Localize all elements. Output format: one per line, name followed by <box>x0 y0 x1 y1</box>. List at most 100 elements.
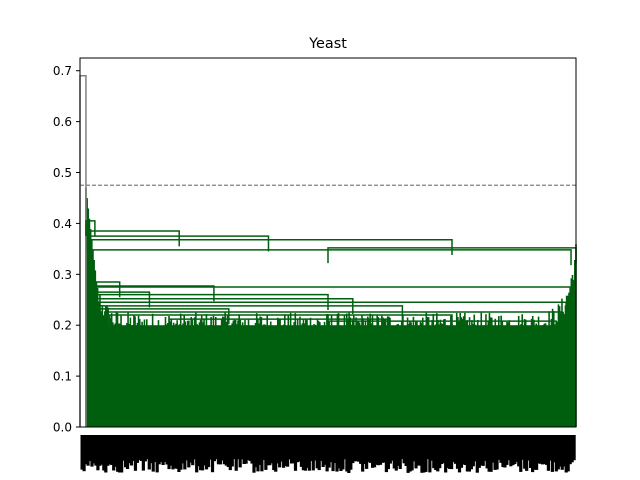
x-tick-mark <box>284 435 288 466</box>
x-tick-mark <box>487 435 491 472</box>
x-tick-mark <box>347 435 351 473</box>
merge-links <box>79 75 577 427</box>
x-tick-mark <box>266 435 270 466</box>
x-tick-mark <box>110 435 114 465</box>
x-tick-mark <box>317 435 321 471</box>
x-tick-mark <box>550 435 554 472</box>
x-tick-mark <box>479 435 483 466</box>
x-tick-mark <box>175 435 179 469</box>
x-tick-mark <box>197 435 201 467</box>
merge-link <box>94 301 567 318</box>
x-tick-mark <box>108 435 112 465</box>
x-tick-mark <box>216 435 221 465</box>
x-tick-mark <box>548 435 552 461</box>
x-tick-mark <box>289 435 294 464</box>
x-tick-mark <box>534 435 539 470</box>
x-tick-mark <box>145 435 149 460</box>
y-tick-label: 0.4 <box>53 217 72 231</box>
x-tick-mark <box>98 435 102 466</box>
axes-frame <box>79 57 577 428</box>
x-tick-mark <box>525 435 529 471</box>
merge-link <box>79 75 87 427</box>
x-tick-mark <box>363 435 367 464</box>
x-tick-mark <box>92 435 96 464</box>
x-tick-mark <box>242 435 246 464</box>
x-tick-mark <box>430 435 434 461</box>
x-tick-mark <box>341 435 345 470</box>
x-tick-mark <box>455 435 460 469</box>
x-tick-mark <box>436 435 440 472</box>
x-tick-mark <box>554 435 558 472</box>
x-tick-mark <box>556 435 560 470</box>
x-tick-mark <box>236 435 240 460</box>
x-tick-mark <box>442 435 446 464</box>
x-tick-mark <box>572 435 576 461</box>
x-tick-mark <box>106 435 110 466</box>
x-tick-mark <box>544 435 549 465</box>
x-tick-mark <box>420 435 424 473</box>
x-tick-mark <box>513 435 517 465</box>
x-tick-mark <box>515 435 519 462</box>
y-tick-label: 0.0 <box>53 421 72 435</box>
x-tick-mark <box>552 435 556 463</box>
x-tick-mark <box>333 435 337 463</box>
x-tick-mark <box>323 435 327 465</box>
x-tick-mark <box>408 435 412 472</box>
x-tick-mark <box>519 435 523 472</box>
x-tick-mark <box>297 435 302 462</box>
x-tick-mark <box>165 435 169 465</box>
x-tick-mark <box>511 435 515 466</box>
x-tick-mark <box>463 435 468 465</box>
x-tick-mark <box>90 435 94 467</box>
x-tick-mark <box>272 435 276 471</box>
merge-link <box>109 314 453 326</box>
merge-link <box>446 325 557 330</box>
x-tick-mark <box>234 435 238 471</box>
axes: 0.0 0.1 0.2 0.3 0.4 0.5 0.6 0.7 <box>53 57 577 473</box>
x-tick-mark <box>527 435 531 461</box>
x-tick-mark <box>232 435 236 460</box>
x-tick-mark <box>355 435 359 462</box>
x-tick-mark <box>446 435 450 468</box>
x-tick-mark <box>228 435 232 471</box>
x-tick-mark <box>367 435 371 463</box>
x-tick-mark <box>159 435 163 463</box>
x-tick-mark <box>382 435 387 463</box>
x-tick-mark <box>179 435 183 470</box>
x-tick-mark <box>204 435 209 470</box>
x-tick-mark <box>238 435 242 468</box>
x-tick-mark <box>214 435 219 460</box>
x-tick-mark <box>444 435 448 473</box>
x-tick-mark <box>177 435 181 472</box>
x-tick-mark <box>291 435 296 464</box>
x-tick-mark <box>414 435 418 469</box>
x-tick-mark <box>293 435 298 471</box>
x-tick-mark <box>313 435 317 461</box>
x-tick-mark <box>404 435 408 466</box>
x-tick-mark <box>378 435 383 465</box>
x-tick-mark <box>203 435 207 466</box>
x-tick-mark <box>349 435 353 470</box>
x-tick-mark <box>112 435 116 471</box>
x-tick-mark <box>402 435 406 464</box>
x-tick-mark <box>141 435 145 471</box>
x-tick-mark <box>315 435 319 469</box>
x-tick-mark <box>416 435 420 466</box>
x-tick-mark <box>86 435 90 466</box>
x-tick-mark <box>495 435 499 470</box>
x-tick-mark <box>149 435 153 464</box>
x-tick-mark <box>147 435 151 470</box>
y-tick-label: 0.7 <box>53 64 72 78</box>
x-tick-mark <box>161 435 165 465</box>
x-tick-mark <box>353 435 357 462</box>
x-tick-mark <box>120 435 124 473</box>
x-tick-mark <box>529 435 533 468</box>
x-tick-mark <box>481 435 485 466</box>
x-tick-mark <box>303 435 307 471</box>
x-tick-mark <box>274 435 278 472</box>
x-tick-mark <box>181 435 185 464</box>
x-tick-mark <box>278 435 282 468</box>
x-tick-mark <box>121 435 126 461</box>
x-tick-mark <box>376 435 381 466</box>
x-tick-mark <box>370 435 375 468</box>
